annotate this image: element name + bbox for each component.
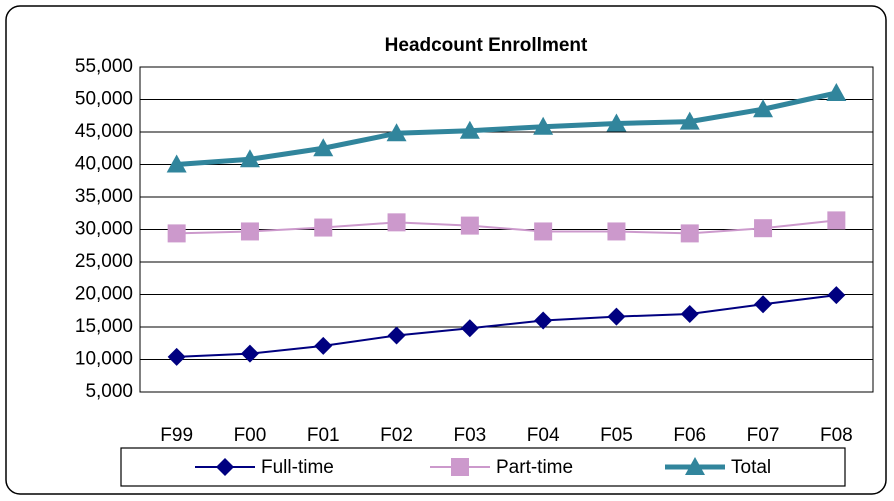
x-tick-label: F04: [527, 425, 560, 446]
marker: [753, 99, 774, 118]
y-tick-label: 20,000: [75, 284, 133, 305]
marker: [386, 123, 407, 142]
marker: [387, 326, 406, 345]
legend-label: Full-time: [261, 457, 334, 478]
y-tick-label: 35,000: [75, 186, 133, 207]
x-tick-label: F07: [747, 425, 780, 446]
marker: [534, 222, 553, 241]
series-line: [176, 90, 837, 167]
marker: [459, 120, 480, 139]
x-tick-label: F99: [160, 425, 193, 446]
marker: [166, 154, 187, 173]
x-tick-label: F06: [673, 425, 706, 446]
x-tick-label: F08: [820, 425, 853, 446]
series-line: [176, 219, 837, 235]
x-tick-label: F03: [453, 425, 486, 446]
marker: [460, 319, 479, 338]
marker: [460, 216, 479, 235]
marker: [240, 344, 259, 363]
marker: [313, 138, 334, 157]
marker: [314, 218, 333, 237]
marker: [754, 295, 773, 314]
y-tick-label: 5,000: [85, 381, 133, 402]
marker: [534, 311, 553, 330]
marker: [240, 222, 259, 241]
marker: [533, 116, 554, 135]
x-tick-label: F01: [307, 425, 340, 446]
y-tick-label: 55,000: [75, 56, 133, 77]
y-tick-label: 25,000: [75, 251, 133, 272]
y-tick-label: 50,000: [75, 89, 133, 110]
marker: [680, 224, 699, 243]
marker: [679, 111, 700, 130]
marker: [167, 224, 186, 243]
y-tick-label: 45,000: [75, 121, 133, 142]
chart-title: Headcount Enrollment: [385, 35, 588, 56]
marker: [827, 286, 846, 305]
marker: [826, 83, 847, 101]
x-tick-label: F00: [234, 425, 267, 446]
x-tick-label: F02: [380, 425, 413, 446]
marker: [239, 149, 260, 168]
y-tick-label: 10,000: [75, 349, 133, 370]
legend-marker: [451, 458, 469, 476]
x-tick-label: F05: [600, 425, 633, 446]
legend-label: Part-time: [496, 457, 573, 478]
y-tick-label: 15,000: [75, 316, 133, 337]
marker: [606, 113, 627, 132]
marker: [607, 222, 626, 241]
legend-marker: [216, 458, 234, 476]
legend-label: Total: [731, 457, 771, 478]
y-tick-label: 40,000: [75, 154, 133, 175]
marker: [314, 336, 333, 355]
marker: [827, 211, 846, 230]
legend-marker: [685, 457, 705, 475]
y-tick-label: 30,000: [75, 219, 133, 240]
marker: [607, 307, 626, 326]
marker: [387, 213, 406, 232]
series-line: [176, 294, 837, 358]
marker: [754, 219, 773, 238]
marker: [167, 347, 186, 366]
marker: [680, 305, 699, 323]
